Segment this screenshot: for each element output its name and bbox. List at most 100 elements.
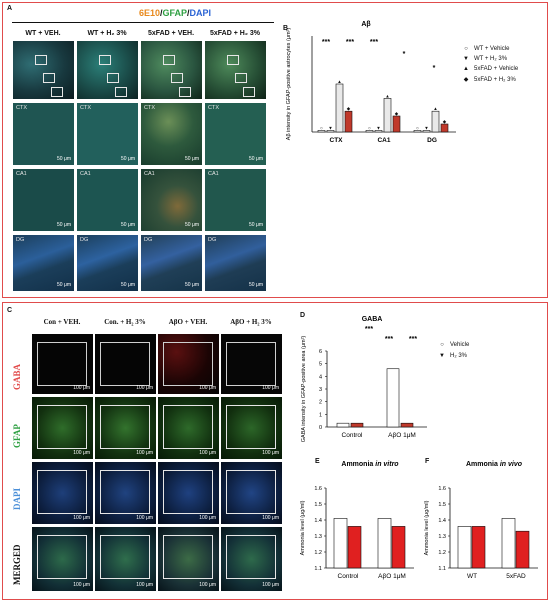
chart-f-ytick-label: 1.6 <box>438 486 446 492</box>
chart-d-tick-label: AβO 1μM <box>388 432 416 439</box>
ca1-tile-wt-veh: CA1 50 μm <box>12 168 75 232</box>
roi-box <box>163 55 175 65</box>
gfap-tile-con-h2: 100 μm <box>94 396 157 460</box>
dg-tile-wt-h2: DG 50 μm <box>76 234 139 292</box>
chart-b-point: ○ <box>368 125 371 130</box>
gaba-tile-con-veh: 100 μm <box>31 333 94 395</box>
chart-b-bar <box>422 130 431 133</box>
chart-b-point: ◆ <box>443 119 447 124</box>
chart-d-ytick-label: 3 <box>319 387 322 393</box>
chart-b-bar <box>317 130 326 133</box>
chart-e-ytick-label: 1.2 <box>314 550 322 556</box>
dg-tile-5xfad-veh: DG 50 μm <box>140 234 203 292</box>
merged-tile-abo-veh: 100 μm <box>157 526 220 592</box>
triangle-down-icon: ▼ <box>463 56 469 62</box>
open-circle-icon: ○ <box>440 342 444 348</box>
chart-b-point: ▲ <box>433 106 437 111</box>
chart-b-bar <box>392 115 401 133</box>
chart-d-ytick-label: 5 <box>319 362 322 368</box>
top-figure-frame <box>2 2 548 298</box>
legend-d-item: ○ Vehicle <box>438 342 469 348</box>
legend-d-item: ▼ H₂ 3% <box>439 353 468 359</box>
chart-b-bar <box>344 110 353 133</box>
chart-d-significance: *** <box>409 336 417 343</box>
chart-b-bar <box>383 98 392 133</box>
roi-box <box>107 73 119 83</box>
dapi-tile-con-h2: 100 μm <box>94 461 157 525</box>
chart-e-bar <box>347 526 362 569</box>
open-circle-icon: ○ <box>464 46 468 52</box>
ca1-tile-5xfad-veh: CA1 50 μm <box>140 168 203 232</box>
chart-e-ytick-label: 1.4 <box>314 518 322 524</box>
triangle-up-icon: ▲ <box>463 66 469 72</box>
overview-tile-5xfad-h2 <box>204 40 267 100</box>
chart-d-ytick-label: 4 <box>319 374 322 380</box>
chart-b-ylabel: Aβ intensity in GFAP-positive astrocytes… <box>286 28 292 141</box>
ctx-tile-wt-veh: CTX 50 μm <box>12 102 75 166</box>
chart-b-title: Aβ <box>361 21 371 28</box>
chart-f-bar <box>501 518 516 569</box>
chart-d-ytick-label: 0 <box>319 425 322 431</box>
col-header-wt-veh: WT + VEH. <box>25 30 61 37</box>
chart-d-bar <box>350 422 364 428</box>
panel-f-label: F <box>425 458 430 465</box>
panel-c-label: C <box>7 307 13 314</box>
chart-f-ytick-label: 1.3 <box>438 534 446 540</box>
bcol-header-abo-veh: AβO + VEH. <box>168 318 208 326</box>
stain-title: 6E10/GFAP/DAPI <box>138 8 212 18</box>
chart-d-bar <box>400 422 414 428</box>
dapi-tile-abo-h2: 100 μm <box>220 461 283 525</box>
dapi-tile-abo-veh: 100 μm <box>157 461 220 525</box>
panel-d-label: D <box>300 312 306 319</box>
roi-box <box>243 87 255 97</box>
chart-b-point: ▼ <box>376 125 380 130</box>
chart-b-point: ▲ <box>385 93 389 98</box>
roi-box <box>99 55 111 65</box>
chart-f: 1.1 1.2 1.3 1.4 1.5 1.6 Ammonia in vivo Ammonia… <box>424 461 538 580</box>
gfap-tile-abo-veh: 100 μm <box>157 396 220 460</box>
row-header-dapi: DAPI <box>12 488 22 510</box>
chart-f-ylabel: Ammonia level (μg/ml) <box>424 500 430 555</box>
gaba-tile-abo-h2: 100 μm <box>220 333 283 395</box>
chart-e-bar <box>391 526 406 569</box>
roi-box <box>227 55 239 65</box>
chart-e-title: Ammonia in vitro <box>341 461 399 468</box>
legend-b-item: ◆ 5xFAD + H₂ 3% <box>463 77 516 83</box>
chart-f-title: Ammonia in vivo <box>466 461 523 468</box>
chart-b-significance: * <box>403 51 406 58</box>
chart-e-ytick-label: 1.5 <box>314 502 322 508</box>
roi-box <box>43 73 55 83</box>
triangle-down-icon: ▼ <box>439 353 445 359</box>
chart-b-bar <box>440 123 449 133</box>
row-header-gfap: GFAP <box>12 424 22 448</box>
ctx-tile-5xfad-h2: CTX 50 μm <box>204 102 267 166</box>
chart-d-ytick-label: 6 <box>319 349 322 355</box>
chart-b-significance: * <box>433 65 436 72</box>
legend-b-item: ▲ 5xFAD + Vehicle <box>463 66 519 72</box>
chart-b-tick-label: DG <box>427 137 437 144</box>
col-header-wt-h2: WT + H₂ 3% <box>87 30 127 37</box>
dg-tile-wt-veh: DG 50 μm <box>12 234 75 292</box>
chart-f-tick-label: 5xFAD <box>506 573 526 580</box>
chart-d-bar <box>336 422 350 428</box>
chart-b-bar <box>413 130 422 133</box>
bcol-header-con-veh: Con + VEH. <box>43 318 81 326</box>
chart-b-point: ○ <box>416 125 419 130</box>
overview-tile-wt-h2 <box>76 40 139 100</box>
dg-tile-5xfad-h2: DG 50 μm <box>204 234 267 292</box>
roi-box <box>51 87 63 97</box>
ca1-tile-5xfad-h2: CA1 50 μm <box>204 168 267 232</box>
chart-e-tick-label: AβO 1μM <box>378 573 406 580</box>
chart-d-ytick-label: 2 <box>319 400 322 406</box>
chart-f-tick-label: WT <box>467 573 477 580</box>
chart-f-ytick-label: 1.2 <box>438 550 446 556</box>
roi-box <box>35 55 47 65</box>
overview-tile-wt-veh <box>12 40 75 100</box>
stain-title-rule <box>12 22 274 23</box>
chart-d-tick-label: Control <box>342 432 364 439</box>
chart-d-bar <box>386 368 400 428</box>
chart-d-title: GABA <box>362 316 383 323</box>
bcol-header-abo-h2: AβO + H₂ 3% <box>230 318 272 326</box>
dapi-tile-con-veh: 100 μm <box>31 461 94 525</box>
chart-f-bar <box>515 530 530 569</box>
